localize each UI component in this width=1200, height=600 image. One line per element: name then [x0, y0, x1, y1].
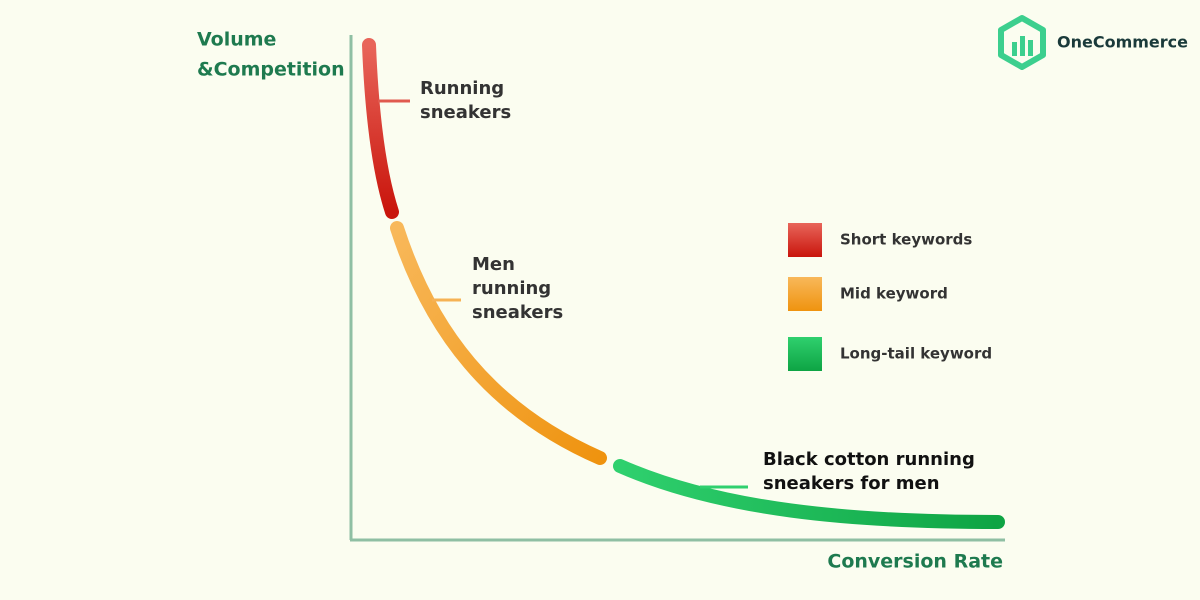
y-axis-label: &Competition: [197, 59, 345, 81]
curve-short: [362, 38, 399, 219]
curve-label: sneakers: [420, 102, 511, 123]
logo-bar: [1012, 42, 1017, 56]
x-axis-label: Conversion Rate: [827, 551, 1003, 573]
curve-label: sneakers: [472, 302, 563, 323]
logo-bar: [1020, 36, 1025, 56]
legend-swatch: [788, 277, 822, 311]
curve-label: Black cotton running: [763, 449, 975, 470]
legend-swatch: [788, 223, 822, 257]
curve-label: running: [472, 278, 551, 299]
logo: OneCommerce: [998, 15, 1188, 70]
y-axis-label: Volume: [197, 29, 276, 51]
legend-label: Short keywords: [840, 231, 972, 249]
curve-mid: [390, 221, 607, 465]
curve-long-tail: [613, 459, 1005, 529]
legend-label: Mid keyword: [840, 285, 948, 303]
curve-label: sneakers for men: [763, 473, 940, 494]
curve-label: Men: [472, 254, 515, 275]
legend-label: Long-tail keyword: [840, 345, 992, 363]
brand-name: OneCommerce: [1057, 33, 1188, 52]
curve-label: Running: [420, 78, 504, 99]
logo-bar: [1028, 40, 1033, 56]
legend-swatch: [788, 337, 822, 371]
logo-hexagon: [998, 15, 1046, 70]
